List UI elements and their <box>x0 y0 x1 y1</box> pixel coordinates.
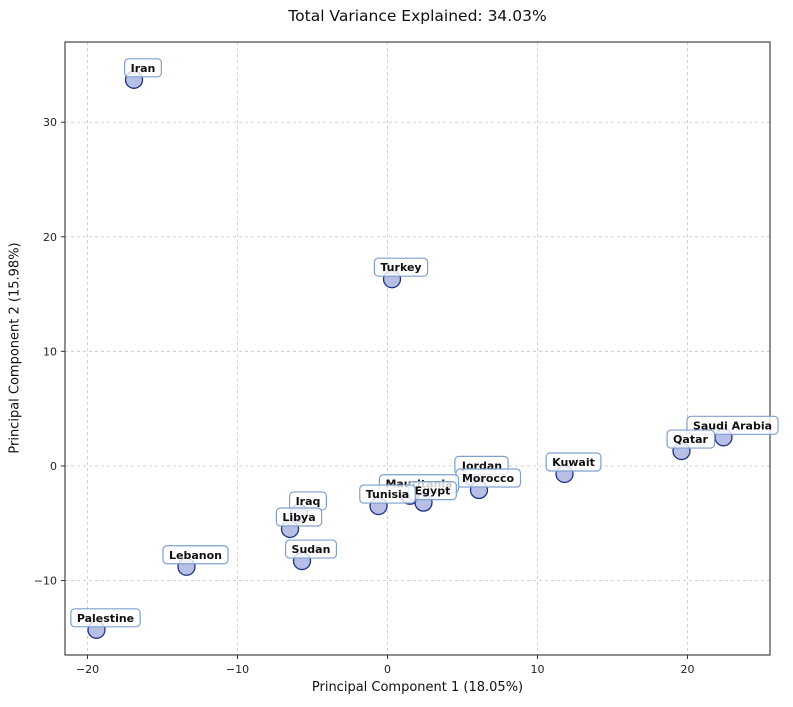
point-label-iran: Iran <box>131 62 156 75</box>
y-tick-label: −10 <box>34 575 57 588</box>
point-label-qatar: Qatar <box>673 433 708 446</box>
point-label-libya: Libya <box>282 511 315 524</box>
point-label-box-palestine <box>70 608 141 628</box>
point-label-box-libya <box>275 507 323 527</box>
point-label-egypt: Egypt <box>415 485 451 498</box>
point-label-box-qatar <box>666 429 716 449</box>
y-tick-label: 10 <box>43 345 57 358</box>
point-label-box-iran <box>124 58 162 78</box>
point-label-box-lebanon <box>162 545 229 565</box>
x-tick-label: −20 <box>76 663 99 676</box>
y-tick-label: 30 <box>43 116 57 129</box>
point-label-palestine: Palestine <box>77 612 134 625</box>
point-label-tunisia: Tunisia <box>366 488 409 501</box>
point-label-box-sudan <box>284 539 338 559</box>
point-label-turkey: Turkey <box>380 261 421 274</box>
point-label-box-tunisia <box>359 484 416 504</box>
point-label-morocco: Morocco <box>462 472 515 485</box>
x-tick-label: 10 <box>531 663 545 676</box>
x-tick-label: 20 <box>681 663 695 676</box>
y-tick-label: 20 <box>43 231 57 244</box>
point-label-box-turkey <box>373 257 429 277</box>
point-label-box-kuwait <box>545 452 602 472</box>
point-label-iraq: Iraq <box>296 495 321 508</box>
point-label-saudi-arabia: Saudi Arabia <box>693 419 772 432</box>
point-label-kuwait: Kuwait <box>552 456 595 469</box>
point-label-lebanon: Lebanon <box>169 549 222 562</box>
chart-title: Total Variance Explained: 34.03% <box>288 7 547 25</box>
x-tick-label: 0 <box>384 663 391 676</box>
point-label-sudan: Sudan <box>292 543 331 556</box>
x-axis-label: Principal Component 1 (18.05%) <box>311 680 524 695</box>
y-tick-label: 0 <box>50 460 57 473</box>
y-axis-label: Principal Component 2 (15.98%) <box>7 242 23 454</box>
plot-border <box>64 41 771 656</box>
x-tick-label: −10 <box>226 663 249 676</box>
